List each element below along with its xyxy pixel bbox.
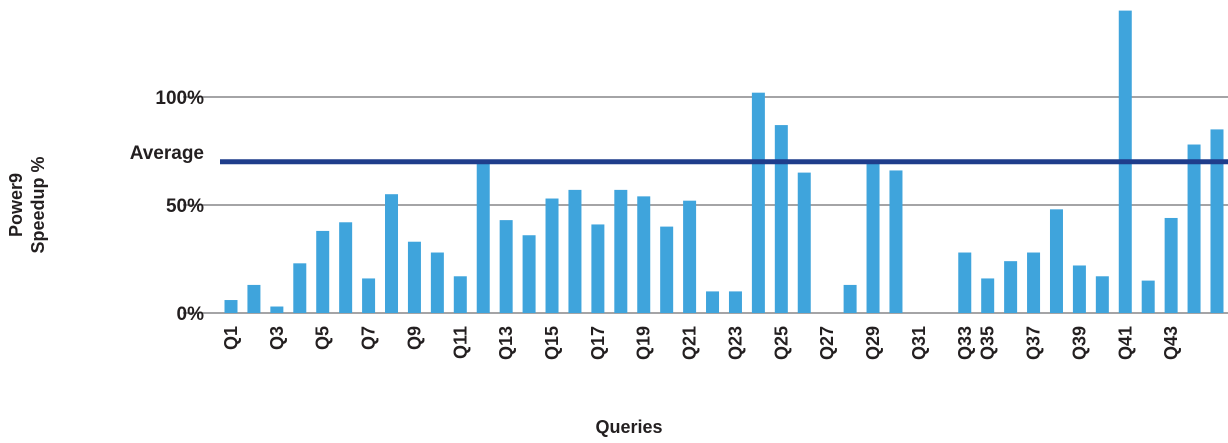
x-tick-label: Q1	[221, 326, 241, 350]
x-tick-label: Q7	[359, 326, 379, 350]
bar-q20	[660, 226, 674, 313]
bar-q17	[591, 224, 605, 313]
x-axis-title: Queries	[595, 417, 662, 437]
bar-q37	[1049, 209, 1063, 313]
bar-q38	[1072, 265, 1086, 313]
bar-q8	[385, 194, 399, 313]
x-tick-label: Q31	[909, 326, 929, 360]
average-label: Average	[130, 143, 204, 164]
bar-q28	[843, 284, 857, 313]
bar-q12	[476, 163, 490, 313]
bar-q30	[889, 170, 903, 313]
bar-q1	[224, 300, 238, 313]
bar-q4	[293, 263, 307, 313]
x-tick-label: Q9	[404, 326, 424, 350]
x-tick-label: Q41	[1115, 326, 1135, 360]
bar-q39	[1095, 276, 1109, 313]
bar-q13	[499, 220, 513, 313]
bar-q2	[247, 284, 261, 313]
bar-q6	[339, 222, 353, 313]
bar-q34	[981, 278, 995, 313]
bar-q24	[751, 92, 765, 314]
bar-q3	[270, 306, 284, 313]
bar-q19	[637, 196, 651, 313]
x-tick-label: Q37	[1024, 326, 1044, 360]
x-tick-label: Q5	[313, 326, 333, 350]
bar-q22	[706, 291, 720, 313]
y-axis-title-line: Power9	[6, 173, 26, 237]
bar-q33	[958, 252, 972, 313]
x-tick-label: Q17	[588, 326, 608, 360]
x-tick-label: Q39	[1069, 326, 1089, 360]
x-tick-label: Q25	[771, 326, 791, 360]
bar-q16	[568, 189, 582, 313]
x-tick-label: Q35	[978, 326, 998, 360]
bar-q29	[866, 161, 880, 313]
y-axis-title-line: Speedup %	[28, 156, 48, 253]
bar-q25	[774, 125, 788, 313]
bar-q5	[316, 230, 330, 313]
bar-q14	[522, 235, 536, 313]
bar-q36	[1027, 252, 1041, 313]
bar-q43	[1187, 144, 1201, 313]
x-tick-label: Q43	[1161, 326, 1181, 360]
x-tick-label: Q19	[634, 326, 654, 360]
bar-q35	[1004, 261, 1018, 313]
bar-q41	[1141, 280, 1155, 313]
x-tick-label: Q21	[680, 326, 700, 360]
bar-q44	[1210, 129, 1224, 313]
y-tick-label: 50%	[166, 196, 204, 217]
bar-q10	[430, 252, 444, 313]
x-tick-label: Q3	[267, 326, 287, 350]
bar-q26	[797, 172, 811, 313]
bar-q11	[453, 276, 467, 313]
bar-q15	[545, 198, 559, 313]
x-tick-label: Q27	[817, 326, 837, 360]
bar-q9	[407, 241, 421, 313]
x-tick-label: Q33	[955, 326, 975, 360]
x-tick-label: Q15	[542, 326, 562, 360]
bar-q23	[728, 291, 742, 313]
x-tick-label: Q29	[863, 326, 883, 360]
bar-q18	[614, 189, 628, 313]
bar-q42	[1164, 217, 1178, 313]
y-tick-label: 100%	[155, 88, 204, 109]
bar-q21	[683, 200, 697, 313]
bar-q7	[362, 278, 376, 313]
y-tick-label: 0%	[177, 304, 205, 325]
x-tick-label: Q23	[725, 326, 745, 360]
x-tick-label: Q13	[496, 326, 516, 360]
x-tick-label: Q11	[450, 326, 470, 359]
